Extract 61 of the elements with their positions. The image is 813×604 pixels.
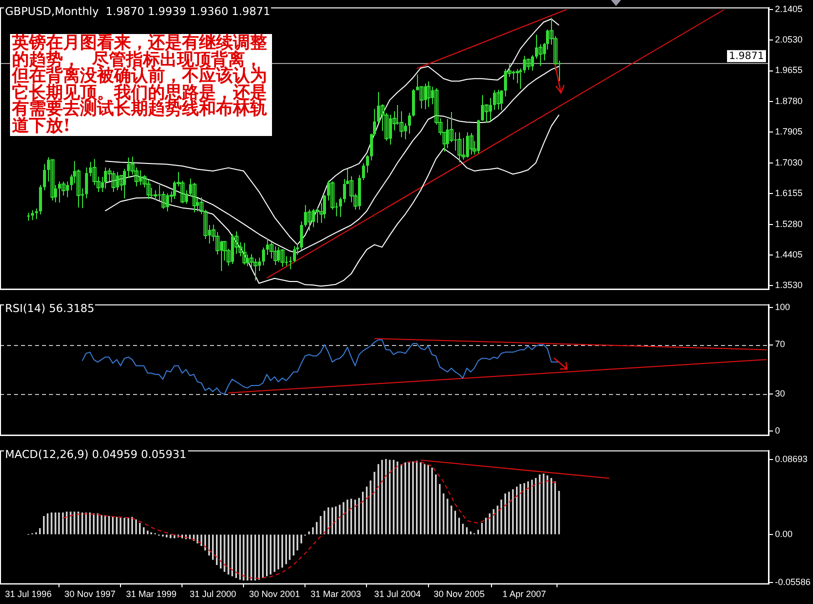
candlestick bbox=[458, 132, 462, 163]
x-tick-label: 31 Jul 1996 bbox=[5, 589, 52, 600]
candlestick bbox=[323, 194, 326, 219]
y-tick-label: -0.05586 bbox=[775, 577, 811, 588]
y-tick-label: 1.7030 bbox=[775, 157, 803, 168]
candlestick bbox=[289, 256, 292, 270]
candlestick bbox=[50, 159, 54, 201]
candlestick bbox=[262, 246, 265, 266]
ref-line-label: 1.9871 bbox=[729, 50, 764, 62]
candlestick bbox=[308, 209, 312, 232]
candlestick bbox=[300, 221, 303, 251]
y-tick-label: 1.4405 bbox=[775, 250, 803, 260]
chart-title: MACD(12,26,9) 0.04959 0.05931 bbox=[4, 448, 188, 461]
candlestick bbox=[280, 248, 284, 268]
x-tick-label: 31 Jul 2000 bbox=[190, 589, 236, 600]
y-tick-label: 1.9655 bbox=[775, 65, 803, 76]
candlestick bbox=[519, 68, 522, 90]
chart-title: RSI(14) 56.3185 bbox=[4, 302, 96, 315]
y-tick-label: 1.3530 bbox=[775, 280, 803, 290]
x-tick-label: 30 Nov 2001 bbox=[249, 589, 300, 600]
y-tick-label: 0 bbox=[775, 426, 780, 436]
candlestick bbox=[192, 182, 196, 213]
candlestick bbox=[123, 168, 126, 199]
x-tick-label: 30 Nov 1997 bbox=[64, 589, 116, 600]
candlestick bbox=[408, 112, 411, 134]
candlestick bbox=[426, 80, 430, 108]
candlestick bbox=[500, 90, 503, 111]
candlestick bbox=[293, 246, 296, 263]
y-tick-label: 30 bbox=[775, 388, 786, 399]
candlestick bbox=[316, 207, 320, 224]
y-tick-label: 1.8780 bbox=[775, 96, 803, 106]
x-tick-label: 31 Mar 2003 bbox=[310, 589, 362, 600]
y-tick-label: 70 bbox=[775, 339, 786, 350]
x-tick-label: 31 Jul 2004 bbox=[374, 589, 421, 600]
candlestick bbox=[242, 242, 246, 266]
candlestick bbox=[496, 89, 500, 110]
candlestick bbox=[43, 163, 46, 191]
y-tick-label: 2.1405 bbox=[775, 4, 803, 14]
y-tick-label: 1.5280 bbox=[775, 218, 803, 229]
candlestick bbox=[526, 58, 530, 70]
y-tick-label: 1.7905 bbox=[775, 126, 803, 137]
candlestick bbox=[85, 166, 88, 199]
y-tick-label: 1.6155 bbox=[775, 188, 803, 198]
candlestick bbox=[366, 154, 369, 174]
candlestick bbox=[27, 212, 30, 222]
y-tick-label: 0.00 bbox=[775, 528, 793, 539]
x-tick-label: 30 Nov 2005 bbox=[434, 589, 485, 600]
x-tick-label: 31 Mar 1999 bbox=[126, 589, 176, 600]
candlestick bbox=[362, 162, 365, 181]
candlestick bbox=[31, 210, 34, 221]
candlestick bbox=[274, 246, 278, 266]
y-tick-label: 100 bbox=[775, 302, 790, 312]
candlestick bbox=[112, 170, 116, 193]
x-tick-label: 1 Apr 2007 bbox=[502, 589, 546, 600]
candlestick bbox=[470, 132, 474, 155]
candlestick bbox=[254, 258, 258, 281]
candlestick bbox=[339, 197, 342, 218]
annotation: 英镑在月图看来，还是有继续调整的趋势， 尽管指标出现顶背离，但在背离没被确认前，不应该认为它长期见顶。我们的思路是，还是有需要去测试长期趋势线和布林轨道下放! bbox=[10, 33, 272, 136]
chart-title: GBPUSD,Monthly 1.9870 1.9939 1.9360 1.9871 bbox=[4, 5, 272, 18]
y-tick-label: 2.0530 bbox=[775, 34, 803, 45]
y-tick-label: 0.08693 bbox=[775, 454, 808, 464]
